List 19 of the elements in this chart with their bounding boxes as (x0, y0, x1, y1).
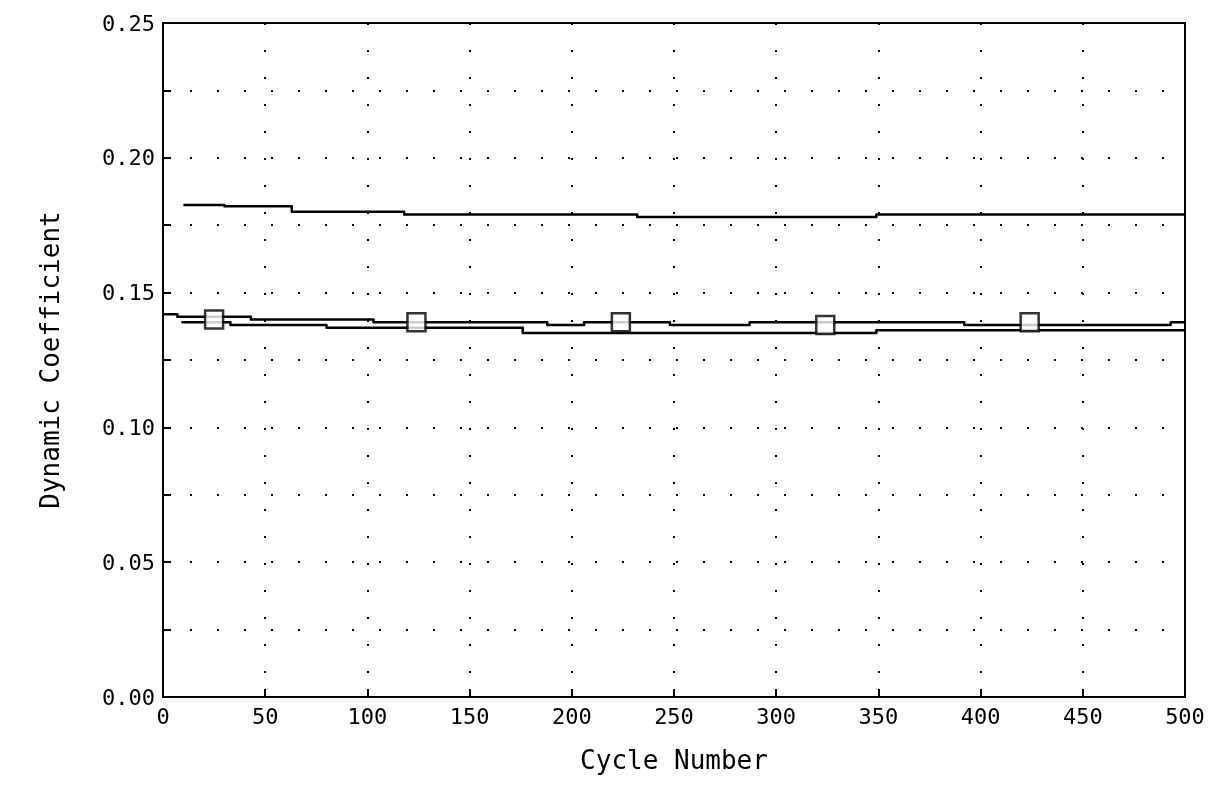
x-tick-label: 0 (156, 703, 170, 729)
y-tick-label: 0.05 (102, 549, 155, 575)
x-tick-label: 500 (1165, 703, 1205, 729)
y-tick-label: 0.25 (102, 10, 155, 36)
y-tick-label: 0.20 (102, 145, 155, 171)
x-tick-label: 250 (654, 703, 694, 729)
x-tick-label: 300 (756, 703, 797, 729)
x-tick-label: 100 (347, 703, 388, 729)
x-tick-label: 450 (1062, 703, 1103, 729)
x-tick-label: 150 (449, 703, 490, 729)
x-tick-label: 350 (858, 703, 899, 729)
y-axis-title: Dynamic Coefficient (35, 211, 65, 509)
y-tick-label: 0.00 (102, 684, 155, 710)
y-tick-label: 0.10 (102, 414, 155, 440)
x-tick-label: 400 (960, 703, 1001, 729)
x-tick-label: 200 (551, 703, 592, 729)
x-axis-title: Cycle Number (580, 745, 768, 775)
y-tick-label: 0.15 (102, 280, 155, 306)
x-tick-label: 50 (251, 703, 279, 729)
